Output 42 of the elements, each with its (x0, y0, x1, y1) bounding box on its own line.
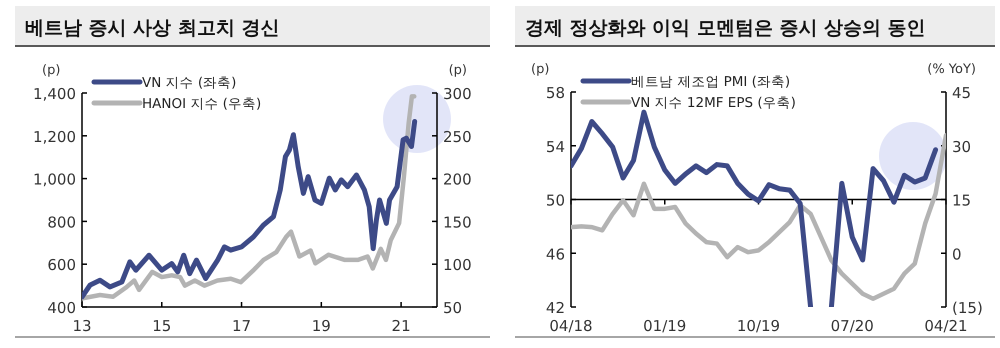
y2-tick-label: 30 (952, 138, 972, 156)
y-tick-label: 50 (546, 192, 565, 210)
y2-tick-label: 300 (443, 85, 472, 103)
legend-label: 베트남 제조업 PMI (좌축) (631, 74, 790, 90)
y2-tick-label: 200 (443, 170, 472, 189)
y-tick-label: 42 (546, 299, 565, 317)
chart-title: 경제 정상화와 이익 모멘텀은 증시 상승의 동인 (525, 17, 926, 39)
y2-tick-label: 150 (443, 213, 472, 232)
y-axis-title: (p) (531, 62, 550, 77)
x-tick-label: 21 (392, 317, 411, 335)
y2-tick-label: 0 (952, 245, 962, 264)
x-tick-label: 13 (72, 317, 92, 335)
y-axis-title: (p) (42, 63, 60, 78)
y-tick-label: 54 (546, 138, 565, 156)
x-tick-label: 17 (232, 317, 252, 335)
y2-tick-label: 100 (443, 256, 472, 274)
x-tick-label: 04/18 (549, 317, 593, 335)
x-tick-label: 19 (312, 317, 331, 335)
y-tick-label: 600 (47, 256, 76, 274)
x-tick-label: 01/19 (643, 317, 686, 335)
y-tick-label: 400 (47, 299, 76, 317)
y-tick-label: 58 (546, 84, 565, 102)
y2-tick-label: 15 (952, 192, 972, 210)
y2-tick-label: 250 (443, 128, 472, 146)
chart-title: 베트남 증시 사상 최고치 경신 (25, 17, 280, 39)
y-tick-label: 1,400 (33, 85, 76, 103)
legend-label: VN 지수 (좌축) (142, 75, 236, 91)
y-tick-label: 46 (546, 245, 565, 264)
y2-axis-title: (p) (448, 63, 467, 78)
y2-tick-label: (15) (952, 299, 983, 317)
x-tick-label: 07/20 (830, 317, 874, 335)
y-tick-label: 800 (47, 213, 76, 232)
legend-label: VN 지수 12MF EPS (우축) (631, 95, 796, 111)
y-tick-label: 1,200 (33, 128, 76, 146)
y-tick-label: 1,000 (33, 170, 76, 189)
y2-axis-title: (% YoY) (927, 62, 976, 77)
y2-tick-label: 45 (952, 84, 972, 102)
y2-tick-label: 50 (443, 299, 462, 317)
legend-label: HANOI 지수 (우축) (142, 96, 262, 112)
x-tick-label: 15 (152, 317, 172, 335)
x-tick-label: 04/21 (924, 317, 968, 335)
x-tick-label: 10/19 (736, 317, 780, 335)
